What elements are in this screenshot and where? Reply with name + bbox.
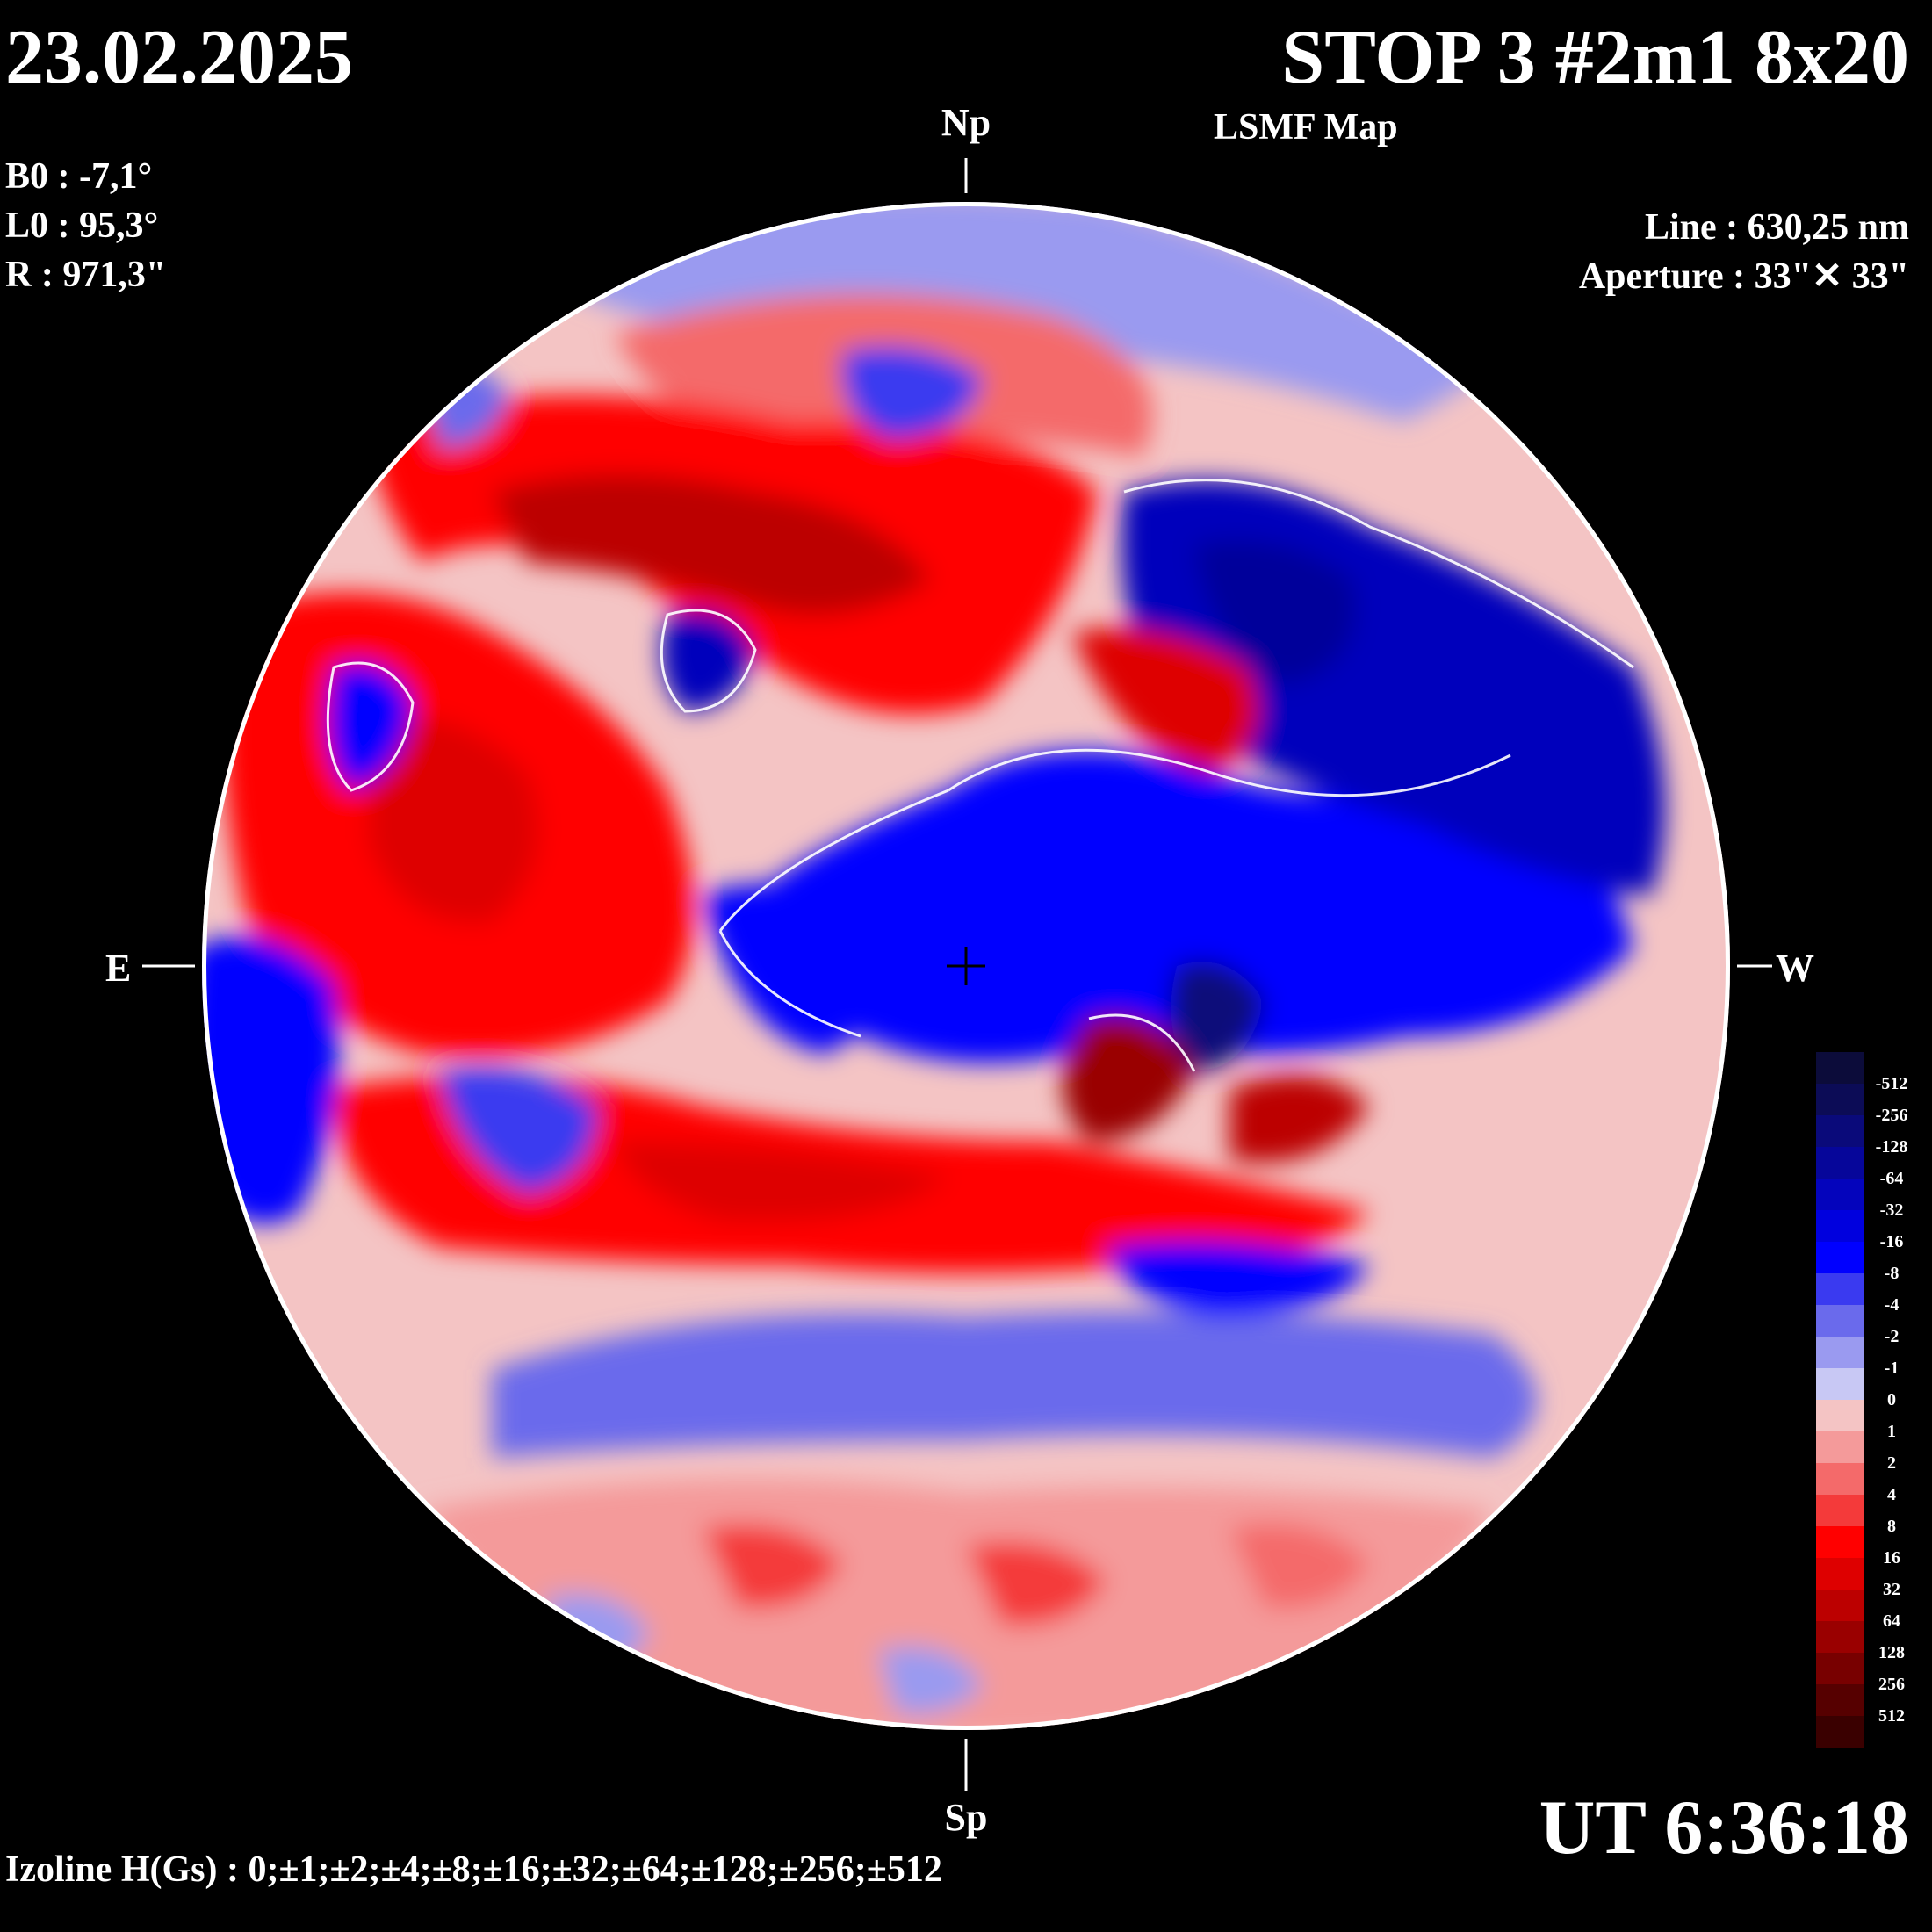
colorbar-label: 128 [1878, 1643, 1905, 1662]
colorbar-cell [1816, 1368, 1864, 1400]
east-label: E [105, 947, 132, 990]
colorbar-label: -1 [1884, 1359, 1900, 1378]
colorbar-label: 16 [1883, 1548, 1900, 1568]
colorbar-cell [1816, 1273, 1864, 1305]
colorbar-cell [1816, 1590, 1864, 1621]
colorbar-label: -256 [1875, 1106, 1908, 1125]
south-pole-label: Sp [944, 1796, 988, 1839]
colorbar-cell [1816, 1305, 1864, 1337]
solar-disk [202, 202, 1730, 1730]
colorbar-cell [1816, 1653, 1864, 1684]
aperture: Aperture : 33"✕ 33" [1578, 256, 1909, 297]
west-label: W [1776, 947, 1814, 990]
colorbar-cell [1816, 1179, 1864, 1210]
colorbar-label: -32 [1879, 1200, 1904, 1220]
colorbar-cell [1816, 1526, 1864, 1558]
colorbar-label: 8 [1887, 1517, 1896, 1536]
colorbar-label: -16 [1879, 1232, 1904, 1251]
colorbar-cell [1816, 1684, 1864, 1716]
colorbar-label: -2 [1884, 1327, 1900, 1346]
colorbar-cell [1816, 1147, 1864, 1179]
colorbar-label: 512 [1878, 1706, 1905, 1726]
param-l0: L0 : 95,3° [5, 205, 159, 246]
colorbar-label: 1 [1887, 1422, 1896, 1441]
colorbar-cell [1816, 1052, 1864, 1084]
colorbar-label: 256 [1878, 1675, 1905, 1694]
colorbar-label: -128 [1875, 1137, 1908, 1157]
colorbar-cell [1816, 1242, 1864, 1273]
izoline-legend: Izoline H(Gs) : 0;±1;±2;±4;±8;±16;±32;±6… [5, 1849, 942, 1890]
observation-date: 23.02.2025 [5, 15, 353, 100]
colorbar-cell [1816, 1431, 1864, 1463]
colorbar-label: 4 [1887, 1485, 1896, 1504]
colorbar-label: 0 [1887, 1390, 1896, 1409]
colorbar-cell [1816, 1084, 1864, 1115]
colorbar-cell [1816, 1210, 1864, 1242]
colorbar-label: 2 [1887, 1453, 1896, 1473]
colorbar-label: -4 [1884, 1295, 1900, 1315]
map-title: STOP 3 #2m1 8x20 [1281, 15, 1909, 100]
colorbar-cell [1816, 1337, 1864, 1368]
param-radius: R : 971,3" [5, 255, 167, 295]
colorbar-label: 32 [1883, 1580, 1900, 1599]
north-pole-label: Np [941, 101, 991, 144]
colorbar-cell [1816, 1400, 1864, 1431]
colorbar-cell [1816, 1115, 1864, 1147]
colorbar-label: 64 [1883, 1611, 1900, 1631]
colorbar-label: -64 [1879, 1169, 1904, 1188]
ut-time: UT 6:36:18 [1539, 1785, 1909, 1871]
colorbar-label: -512 [1875, 1074, 1908, 1093]
colorbar-cell [1816, 1716, 1864, 1748]
colorbar-cell [1816, 1495, 1864, 1526]
colorbar [1816, 1052, 1864, 1758]
map-subtitle: LSMF Map [1214, 107, 1398, 148]
colorbar-cell [1816, 1558, 1864, 1590]
colorbar-label: -8 [1884, 1264, 1900, 1283]
colorbar-cell [1816, 1463, 1864, 1495]
spectral-line: Line : 630,25 nm [1644, 207, 1909, 248]
param-b0: B0 : -7,1° [5, 156, 153, 197]
colorbar-cell [1816, 1621, 1864, 1653]
